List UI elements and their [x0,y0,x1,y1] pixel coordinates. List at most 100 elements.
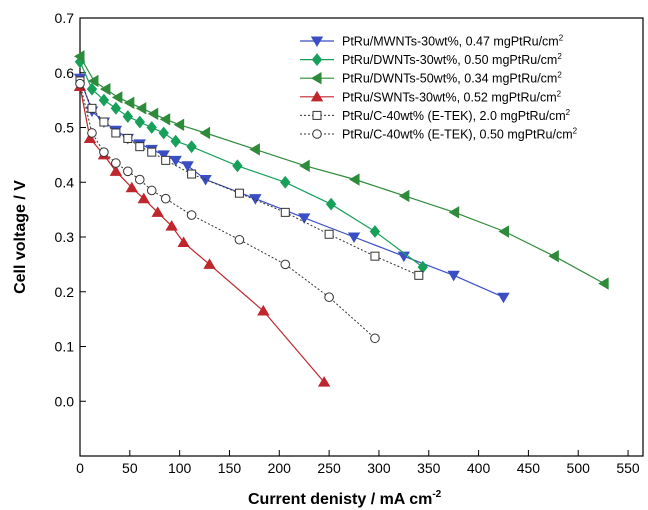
x-tick-label: 150 [218,460,242,476]
data-point [170,134,181,148]
data-point [111,128,121,138]
series-line [79,80,419,276]
y-tick-label: 0.7 [55,10,75,26]
x-tick-label: 400 [467,460,491,476]
data-point [370,333,380,344]
series-5 [75,78,380,344]
data-point [147,107,159,121]
data-point [398,189,410,203]
legend-marker [311,53,323,67]
data-point [370,251,380,261]
y-tick-label: 0.2 [55,284,75,300]
data-point [234,188,244,198]
legend-label-text: PtRu/DWNTs-50wt%, 0.34 mgPtRu/cm [342,72,557,86]
data-point [369,225,381,238]
x-tick-label: 350 [417,460,441,476]
legend-label-text: PtRu/C-40wt% (E-TEK), 0.50 mgPtRu/cm [342,128,573,142]
y-tick-label: 0.3 [55,229,75,245]
data-point [298,213,311,224]
x-tick-label: 550 [616,460,640,476]
data-point [146,185,157,196]
data-point [146,121,157,134]
data-point [203,258,216,269]
legend-marker [312,110,322,120]
y-tick-label: 0.1 [55,339,75,355]
data-point [177,236,190,248]
legend-label: PtRu/C-40wt% (E-TEK), 0.50 mgPtRu/cm2 [342,127,578,142]
x-axis-ticks: 0 50 100 150 200 250 300 350 400 450 500 550 [76,450,640,476]
y-tick-label: 0.0 [55,393,75,409]
x-tick-label: 100 [168,460,192,476]
data-point [249,143,260,156]
data-point [186,140,197,154]
data-point [187,169,197,179]
data-point [317,376,331,387]
data-point [110,101,122,115]
data-point [325,197,337,211]
x-tick-label: 0 [76,460,84,476]
data-point [448,206,460,219]
data-point [324,292,334,303]
data-point [257,304,270,316]
legend-label: PtRu/DWNTs-30wt%, 0.50 mgPtRu/cm2 [342,52,562,67]
data-point [99,82,111,96]
legend-label-sup: 2 [557,71,562,80]
data-point [134,115,145,129]
data-point [232,159,243,173]
series-2 [73,50,609,290]
legend-label: PtRu/SWNTs-30wt%, 0.52 mgPtRu/cm2 [342,89,562,104]
data-point [186,210,197,220]
y-tick-label: 0.4 [55,174,75,190]
legend-marker [310,36,324,48]
x-axis-title-text: Current denisty / mA cm [248,491,432,508]
data-point [98,93,110,107]
data-point [87,103,97,113]
data-point [137,192,150,204]
y-axis-title: Cell voltage / V [12,180,29,294]
data-point [173,118,185,131]
data-point [147,147,157,157]
data-point [83,132,97,143]
data-point [75,78,85,89]
legend-label: PtRu/C-40wt% (E-TEK), 2.0 mgPtRu/cm2 [342,108,571,123]
x-axis-title-sup: -2 [432,489,441,500]
x-tick-label: 250 [317,460,341,476]
data-point [99,117,109,127]
data-point [123,166,133,177]
x-tick-label: 50 [122,460,138,476]
series-layer [73,50,609,387]
data-point [497,292,510,304]
series-1 [74,55,428,274]
data-point [158,126,169,140]
legend-label-text: PtRu/DWNTs-30wt%, 0.50 mgPtRu/cm [342,53,557,67]
data-point [280,259,291,270]
data-point [157,150,170,161]
x-tick-label: 500 [567,460,591,476]
data-point [87,128,97,138]
legend-label-text: PtRu/MWNTs-30wt%, 0.47 mgPtRu/cm [342,35,559,49]
legend-label-sup: 2 [573,127,578,136]
data-point [447,270,460,282]
legend-label-sup: 2 [557,89,562,98]
data-point [280,175,291,189]
data-point [125,181,139,193]
data-point [414,270,424,280]
data-point [199,126,211,140]
data-point [123,96,135,110]
data-point [299,159,310,173]
data-point [161,155,171,165]
data-point [159,113,171,126]
data-point [181,161,194,172]
legend-label-text: PtRu/SWNTs-30wt%, 0.52 mgPtRu/cm [342,90,557,104]
data-point [135,142,145,152]
data-point [151,206,164,217]
data-point [111,158,121,168]
data-point [111,91,123,104]
data-point [347,232,361,244]
series-4 [75,76,424,280]
legend-marker [310,90,324,102]
data-point [349,173,360,186]
data-point [134,174,145,185]
y-axis-ticks: 0.0 0.1 0.2 0.3 0.4 0.5 0.6 0.7 [55,10,86,409]
